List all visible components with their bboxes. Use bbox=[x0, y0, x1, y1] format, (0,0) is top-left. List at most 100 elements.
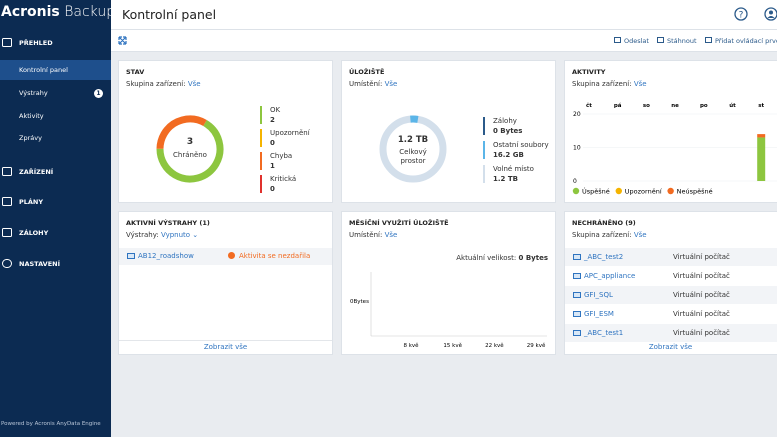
fullscreen-icon[interactable] bbox=[118, 36, 127, 45]
legend-count: 2 bbox=[270, 116, 275, 124]
status-donut bbox=[156, 115, 224, 183]
bar bbox=[757, 134, 766, 138]
filter-value[interactable]: Vše bbox=[384, 231, 398, 239]
filter-value[interactable]: Vše bbox=[633, 80, 647, 88]
x-tick-label: so bbox=[643, 103, 650, 109]
filter: Skupina zařízení: Vše bbox=[572, 231, 647, 239]
device-name[interactable]: _ABC_test1 bbox=[584, 329, 624, 337]
toolbar-action[interactable]: Odeslat bbox=[624, 37, 649, 45]
icon-shape bbox=[2, 259, 12, 268]
x-tick-label: 29 kvě bbox=[527, 342, 546, 349]
x-tick-label: po bbox=[700, 103, 708, 109]
nav-icon bbox=[2, 167, 12, 176]
storage-total: 1.2 TB bbox=[397, 135, 429, 145]
filter-label: Skupina zařízení: bbox=[126, 80, 186, 88]
nav-section[interactable]: NASTAVENÍ bbox=[19, 260, 60, 268]
device-type: Virtuální počítač bbox=[673, 253, 730, 261]
alerts-widget: AKTIVNÍ VÝSTRAHY (1) Výstrahy: Vypnuto ⌄… bbox=[118, 211, 333, 355]
brand-product: Backup bbox=[64, 4, 116, 20]
page-title: Kontrolní panel bbox=[122, 7, 217, 22]
device-icon bbox=[127, 253, 135, 259]
y-tick-label: 20 bbox=[573, 111, 581, 118]
device-icon bbox=[573, 273, 581, 279]
nav-section[interactable]: ZAŘÍZENÍ bbox=[19, 168, 54, 176]
nav-section[interactable]: PLÁNY bbox=[19, 198, 44, 206]
legend-count: 1 bbox=[270, 162, 275, 170]
legend-value: 1.2 TB bbox=[493, 175, 518, 183]
filter: Skupina zařízení: Vše bbox=[126, 80, 201, 88]
status-total: 3 bbox=[186, 137, 194, 147]
widget-title: AKTIVITY bbox=[572, 68, 606, 76]
legend-bar bbox=[483, 141, 485, 159]
bar bbox=[757, 137, 766, 181]
filter-value[interactable]: Vše bbox=[633, 231, 647, 239]
nav-item[interactable]: Aktivity bbox=[19, 112, 44, 120]
x-tick-label: ne bbox=[671, 103, 679, 109]
header: Kontrolní panel ? bbox=[111, 0, 777, 30]
device-name[interactable]: APC_appliance bbox=[584, 272, 636, 280]
legend-label: Zálohy bbox=[493, 117, 517, 125]
y-label: 0Bytes bbox=[350, 299, 369, 305]
monthly-chart: 0Bytes 8 kvě 15 kvě 22 kvě 29 kvě bbox=[350, 272, 547, 349]
nav-section[interactable]: PŘEHLED bbox=[19, 39, 53, 47]
help-icon[interactable]: ? bbox=[734, 7, 748, 21]
legend-bar bbox=[260, 175, 262, 193]
filter-value[interactable]: Vše bbox=[384, 80, 398, 88]
legend-label: OK bbox=[270, 106, 281, 114]
x-tick-label: čt bbox=[586, 102, 592, 109]
filter-label: Umístění: bbox=[349, 231, 383, 239]
row-bg bbox=[119, 248, 332, 265]
device-name[interactable]: GFI_ESM bbox=[584, 310, 614, 318]
activities-widget: AKTIVITY Skupina zařízení: Vše 0 10 20 čt pá… bbox=[564, 60, 777, 203]
device-name[interactable]: _ABC_test2 bbox=[584, 253, 624, 261]
device-type: Virtuální počítač bbox=[673, 291, 730, 299]
toolbar-icon bbox=[705, 37, 712, 43]
brand-name: Acronis bbox=[1, 4, 60, 20]
user-icon[interactable] bbox=[764, 7, 777, 21]
svg-text:?: ? bbox=[739, 11, 744, 21]
icon-shape bbox=[2, 228, 12, 237]
filter-value[interactable]: Vypnuto bbox=[160, 231, 191, 239]
legend-swatch bbox=[615, 187, 622, 195]
storage-donut bbox=[379, 115, 447, 183]
activity-chart: 0 10 20 čt pá so ne po út st Úspěšné Upozornění Neús… bbox=[572, 102, 777, 196]
storage-total-label: Celkový prostor bbox=[399, 148, 427, 165]
x-tick-label: pá bbox=[614, 102, 622, 109]
legend-bar bbox=[483, 117, 485, 135]
alert-device[interactable]: AB12_roadshow bbox=[138, 252, 194, 260]
filter: Umístění: Vše bbox=[349, 80, 397, 88]
x-tick-label: 15 kvě bbox=[443, 342, 462, 349]
icon-shape bbox=[2, 197, 12, 206]
nav-item[interactable]: Kontrolní panel bbox=[19, 66, 68, 74]
toolbar-action[interactable]: Stáhnout bbox=[667, 37, 697, 45]
filter-value[interactable]: Vše bbox=[187, 80, 201, 88]
nav-item[interactable]: Výstrahy bbox=[19, 89, 48, 97]
nav-section[interactable]: ZÁLOHY bbox=[19, 229, 49, 237]
icon-shape bbox=[2, 167, 12, 176]
legend-count: 0 bbox=[270, 185, 275, 193]
x-tick-label: 8 kvě bbox=[403, 342, 419, 349]
device-icon bbox=[573, 311, 581, 317]
sidebar: Acronis Backup PŘEHLED ZAŘÍZENÍ PLÁNY ZÁLOH… bbox=[0, 0, 115, 437]
size-value: 0 Bytes bbox=[518, 254, 548, 262]
toolbar-action[interactable]: Přidat ovládací prvek bbox=[715, 37, 777, 45]
nav-icon bbox=[2, 197, 12, 206]
row-bg bbox=[565, 324, 777, 342]
monthly-widget: MĚSÍČNÍ VYUŽITÍ ÚLOŽIŠTĚ Umístění: Vše A… bbox=[341, 211, 556, 355]
device-type: Virtuální počítač bbox=[673, 272, 730, 280]
alert-icon bbox=[228, 252, 235, 259]
y-tick-label: 0 bbox=[573, 178, 577, 185]
device-name[interactable]: GFI_SQL bbox=[584, 291, 613, 299]
legend-label: Upozornění bbox=[270, 129, 310, 137]
widget-title: AKTIVNÍ VÝSTRAHY (1) bbox=[126, 219, 210, 227]
filter: Výstrahy: Vypnuto ⌄ bbox=[126, 231, 199, 239]
legend-swatch bbox=[572, 187, 580, 195]
nav-item[interactable]: Zprávy bbox=[19, 134, 42, 142]
show-all[interactable]: Zobrazit vše bbox=[565, 340, 776, 354]
filter-label: Výstrahy: bbox=[126, 231, 159, 239]
filter: Umístění: Vše bbox=[349, 231, 397, 239]
legend-label: Neúspěšné bbox=[677, 188, 713, 196]
widget-title: STAV bbox=[126, 68, 145, 76]
storage-widget: ÚLOŽIŠTĚ Umístění: Vše 1.2 TB Celkový pro… bbox=[341, 60, 556, 203]
show-all[interactable]: Zobrazit vše bbox=[119, 340, 332, 354]
